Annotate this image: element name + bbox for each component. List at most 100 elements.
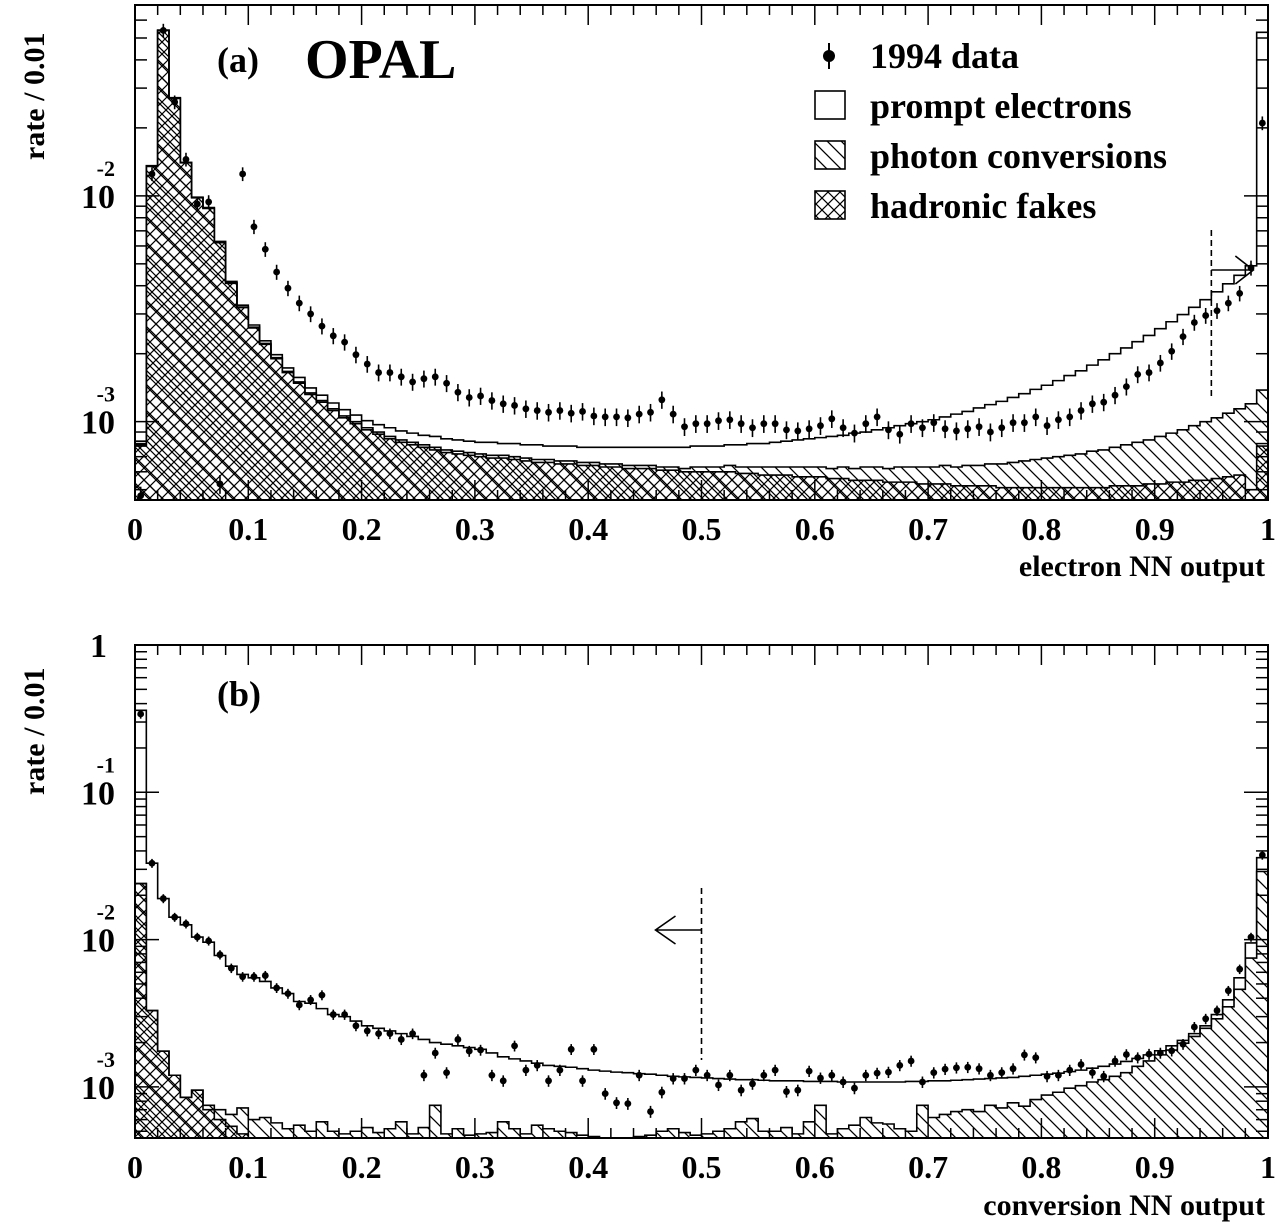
data-marker <box>703 1071 711 1079</box>
data-marker <box>930 419 938 427</box>
data-point <box>1043 417 1051 435</box>
data-marker <box>658 1088 666 1096</box>
data-marker <box>193 933 201 941</box>
panel-label: (a) <box>217 40 259 80</box>
data-point <box>715 412 722 430</box>
data-point <box>182 152 190 167</box>
data-marker <box>420 375 428 383</box>
data-marker <box>862 1071 870 1079</box>
data-marker <box>1190 1023 1198 1031</box>
data-point <box>703 1069 711 1082</box>
data-marker <box>613 1099 620 1107</box>
data-marker <box>669 410 677 418</box>
data-point <box>1066 1064 1074 1077</box>
data-marker <box>329 1011 337 1018</box>
data-marker <box>907 420 915 428</box>
data-marker <box>783 426 790 434</box>
data-marker <box>1156 1049 1164 1057</box>
data-marker <box>295 1001 303 1009</box>
data-point <box>284 280 292 297</box>
data-point <box>794 422 802 441</box>
data-point <box>579 403 586 421</box>
data-point <box>318 318 326 335</box>
data-marker <box>760 1071 768 1079</box>
data-marker <box>635 1071 643 1079</box>
data-point <box>397 1034 405 1046</box>
data-point <box>1190 1021 1198 1033</box>
data-marker <box>601 1090 609 1098</box>
data-marker <box>896 430 904 438</box>
data-marker <box>1168 1047 1176 1055</box>
data-marker <box>907 1057 915 1065</box>
data-point <box>250 972 258 982</box>
data-point <box>1100 393 1108 412</box>
x-tick-label: 0.4 <box>568 511 608 547</box>
data-marker <box>624 1100 632 1108</box>
data-marker <box>681 423 688 431</box>
data-marker <box>783 1088 790 1095</box>
x-tick-label: 0.1 <box>228 511 268 547</box>
data-marker <box>1043 422 1051 430</box>
data-point <box>1168 343 1176 360</box>
data-point <box>635 405 643 424</box>
data-point <box>273 264 281 280</box>
data-marker <box>703 420 711 428</box>
data-marker <box>465 394 473 401</box>
data-marker <box>851 429 858 437</box>
x-tick-label: 0.6 <box>795 1149 835 1185</box>
data-point <box>431 368 439 386</box>
data-marker <box>1213 1007 1221 1014</box>
data-point <box>261 970 269 981</box>
data-marker <box>941 425 949 433</box>
data-point <box>341 1009 349 1020</box>
data-point <box>851 424 858 443</box>
data-marker <box>250 223 258 231</box>
x-tick-label: 0 <box>127 511 143 547</box>
x-tick-label: 0.4 <box>568 1149 608 1185</box>
data-point <box>590 1044 598 1055</box>
data-point <box>647 403 654 422</box>
data-point <box>1111 1055 1119 1067</box>
data-point <box>431 1047 439 1059</box>
data-point <box>1021 414 1028 432</box>
y-tick-exponent: -2 <box>97 900 115 925</box>
data-point <box>885 421 892 440</box>
legend-entry-conversions: photon conversions <box>814 136 1167 176</box>
data-point <box>567 1044 575 1055</box>
data-point <box>295 295 303 312</box>
data-marker <box>1179 333 1187 341</box>
data-point <box>171 95 179 110</box>
data-marker <box>159 895 167 902</box>
data-marker <box>171 913 179 921</box>
data-marker <box>1009 419 1017 427</box>
data-point <box>669 1073 677 1085</box>
data-point <box>307 306 315 323</box>
data-marker <box>715 417 722 425</box>
data-marker <box>805 1067 813 1075</box>
data-point <box>873 408 881 427</box>
data-point <box>1156 1047 1164 1059</box>
data-point <box>726 411 734 429</box>
data-point <box>737 1084 745 1097</box>
data-marker <box>431 373 439 381</box>
x-tick-label: 0.2 <box>342 511 382 547</box>
data-point <box>556 1064 564 1077</box>
data-point <box>499 1075 507 1087</box>
data-point <box>987 1069 994 1082</box>
data-marker <box>771 1066 779 1074</box>
data-point <box>522 400 530 418</box>
data-marker <box>1168 347 1176 355</box>
data-marker <box>1156 359 1164 367</box>
data-point <box>771 1064 779 1077</box>
data-marker <box>307 996 315 1004</box>
data-marker <box>635 410 643 418</box>
data-marker <box>1122 383 1130 391</box>
y-axis-label: rate / 0.01 <box>18 33 51 160</box>
data-point <box>601 408 609 427</box>
data-point <box>499 395 507 413</box>
data-marker <box>647 1108 654 1115</box>
data-point <box>420 1069 428 1082</box>
data-marker <box>896 1061 904 1069</box>
data-marker <box>794 427 802 435</box>
data-point <box>839 1076 847 1088</box>
